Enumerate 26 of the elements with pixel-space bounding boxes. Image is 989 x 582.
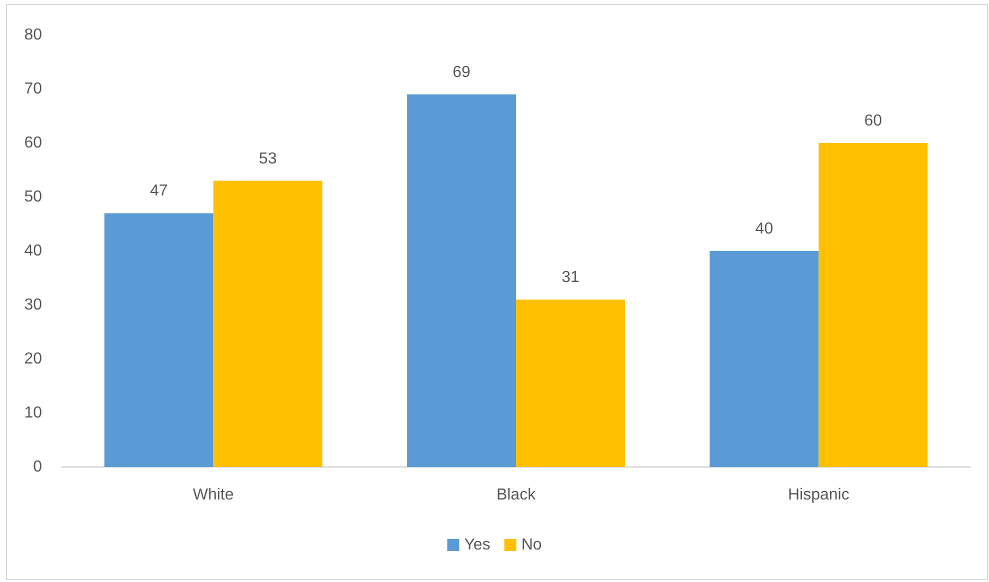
bar [104,213,214,467]
data-label: 60 [864,112,882,130]
y-tick-label: 20 [24,350,42,368]
data-label: 69 [452,64,471,81]
bar [213,180,322,467]
y-tick-label: 0 [33,458,42,476]
legend-label: Yes [464,536,490,554]
y-tick-label: 50 [24,188,42,206]
x-tick-label: White [192,486,234,504]
y-tick-label: 30 [24,296,42,314]
y-tick-label: 60 [24,134,42,152]
x-tick-label: Black [496,486,537,504]
y-tick-label: 10 [24,404,42,422]
data-label: 47 [150,182,168,200]
data-label: 31 [562,269,580,286]
data-label: 53 [258,150,277,168]
bar [710,251,819,467]
x-tick-label: Hispanic [788,486,850,504]
y-tick-label: 80 [24,26,42,44]
bar [516,300,625,467]
y-tick-label: 70 [24,80,42,98]
y-tick-label: 40 [24,242,42,260]
bar [407,94,516,467]
legend-label: No [521,536,542,554]
data-label: 40 [755,220,774,238]
bar [818,143,928,467]
